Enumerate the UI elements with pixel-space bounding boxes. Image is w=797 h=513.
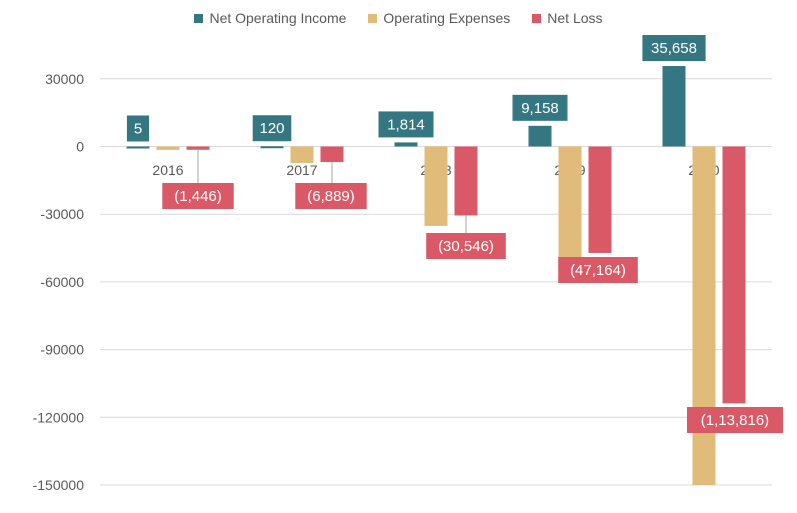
- legend-label: Operating Expenses: [383, 10, 511, 26]
- bar-net-loss: [186, 146, 210, 150]
- y-tick-label: -120000: [33, 409, 85, 425]
- data-label-net-loss-box: [687, 407, 783, 433]
- data-label-net-loss: (30,546): [438, 238, 494, 255]
- x-tick-label: 2017: [286, 162, 317, 178]
- data-label-noi: 35,658: [651, 40, 697, 57]
- bar-operating-expenses: [424, 146, 448, 226]
- legend-item-net-loss: Net Loss: [532, 10, 603, 26]
- data-label-noi-box: [252, 115, 292, 142]
- data-label-net-loss-box: [162, 183, 234, 209]
- bar-operating-expenses: [156, 146, 180, 150]
- data-label-net-loss-box: [295, 183, 367, 209]
- data-label-noi-box: [378, 111, 434, 138]
- legend-label: Net Operating Income: [209, 10, 347, 26]
- x-tick-label: 2016: [152, 162, 183, 178]
- y-tick-label: 30000: [45, 71, 84, 87]
- legend-swatch: [532, 13, 542, 23]
- bar-operating-expenses: [290, 146, 314, 163]
- bar-net-operating-income: [528, 125, 552, 147]
- data-label-noi-box: [642, 35, 706, 62]
- data-label-net-loss-box: [558, 257, 638, 283]
- data-label-noi-box: [512, 94, 568, 121]
- data-label-net-loss: (6,889): [307, 188, 355, 205]
- data-label-net-loss: (1,446): [174, 188, 222, 205]
- bar-net-operating-income: [662, 66, 686, 147]
- legend-swatch: [194, 13, 204, 23]
- legend-label: Net Loss: [547, 10, 603, 26]
- data-label-noi: 9,158: [521, 100, 559, 117]
- data-label-net-loss: (47,164): [570, 262, 626, 279]
- legend-item-operating-expenses: Operating Expenses: [368, 10, 510, 26]
- y-tick-label: -30000: [40, 206, 84, 222]
- bar-net-operating-income: [126, 146, 150, 149]
- bar-operating-expenses: [692, 146, 716, 485]
- data-label-noi: 120: [259, 120, 284, 137]
- bar-net-loss: [454, 146, 478, 216]
- legend-item-net-operating-income: Net Operating Income: [194, 10, 346, 26]
- y-tick-label: -150000: [33, 477, 85, 493]
- bar-net-operating-income: [260, 146, 284, 149]
- bar-operating-expenses: [558, 146, 582, 282]
- bar-net-loss: [588, 146, 612, 253]
- data-label-net-loss: (1,13,816): [701, 412, 769, 429]
- bar-net-loss: [722, 146, 746, 404]
- y-tick-label: 0: [76, 139, 84, 155]
- data-label-noi: 5: [134, 120, 142, 137]
- legend: Net Operating Income Operating Expenses …: [0, 10, 797, 26]
- legend-swatch: [368, 13, 378, 23]
- bar-net-operating-income: [394, 142, 418, 147]
- y-tick-label: -60000: [40, 274, 84, 290]
- bar-net-loss: [320, 146, 344, 163]
- y-tick-label: -90000: [40, 342, 84, 358]
- data-label-net-loss-box: [426, 233, 506, 259]
- data-label-noi-box: [126, 115, 150, 142]
- data-label-noi: 1,814: [387, 116, 425, 133]
